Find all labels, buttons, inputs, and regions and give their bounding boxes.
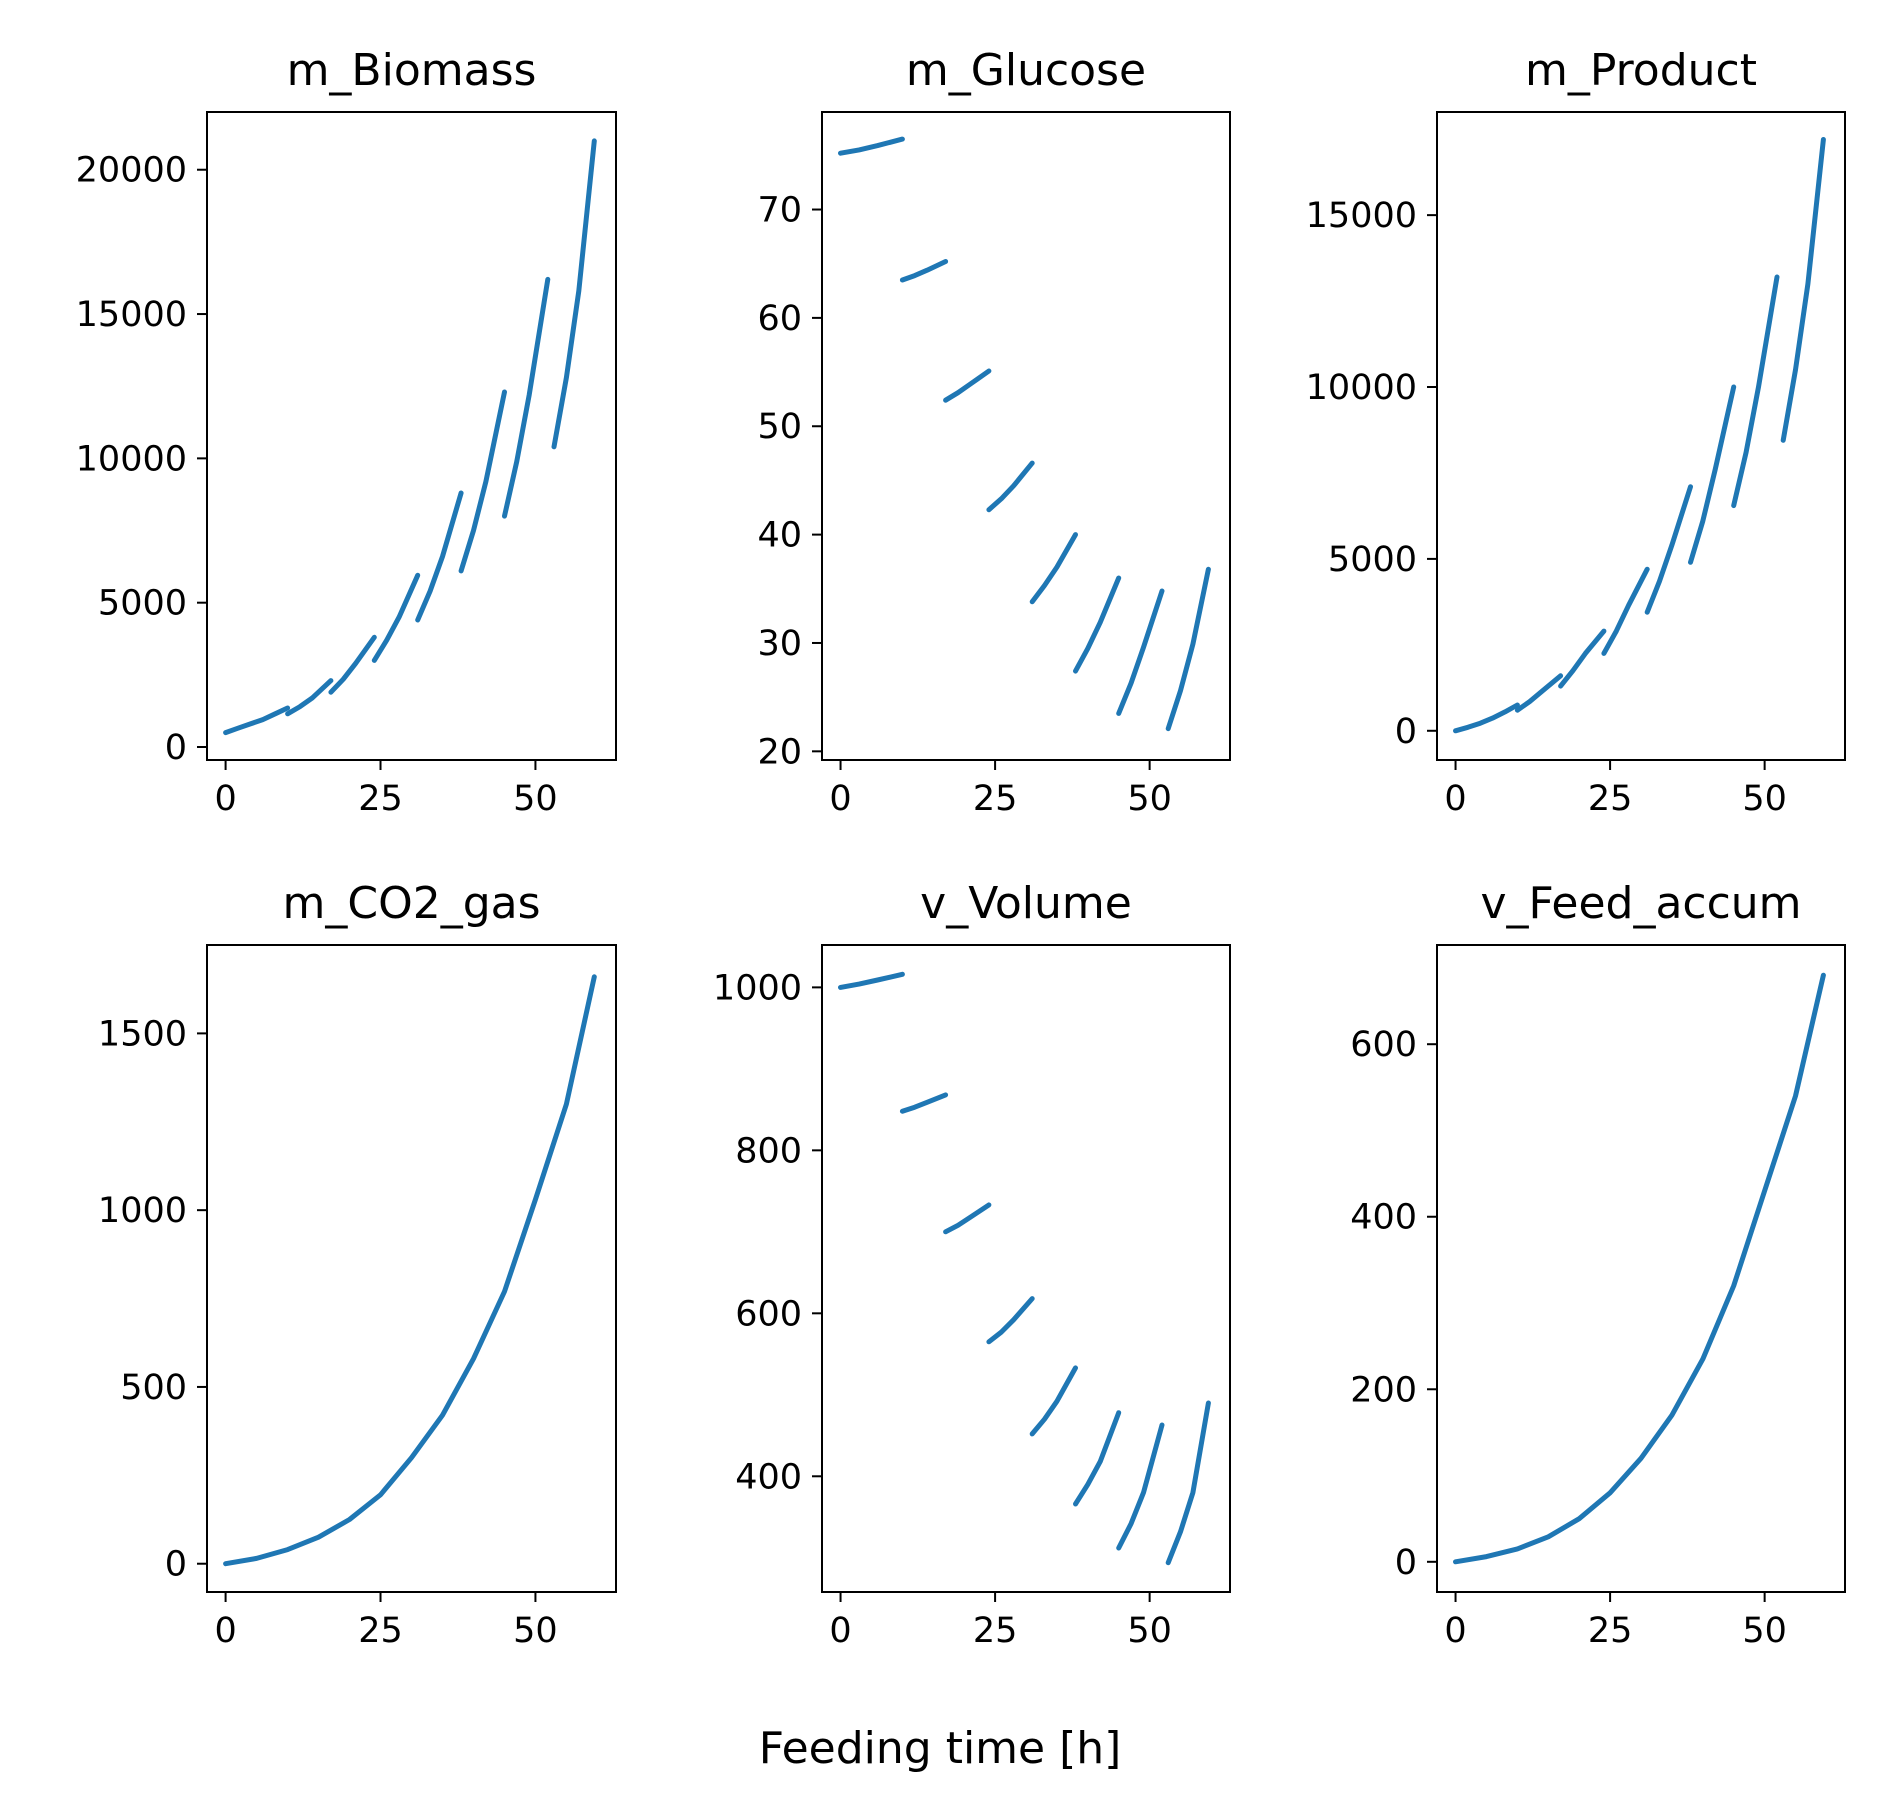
x-tick-label: 25: [1588, 1611, 1633, 1651]
series-line-segment-2: [899, 259, 949, 283]
figure-xlabel: Feeding time [h]: [759, 1723, 1122, 1774]
series-line-segment-7: [1116, 1422, 1165, 1551]
y-tick-label: 30: [757, 624, 802, 664]
series-line-segment-4: [1601, 566, 1650, 656]
subplot-v-feed-accum: v_Feed_accum 0 25 50 0 200 400 600: [1350, 878, 1846, 1651]
y-tick-label: 800: [735, 1131, 802, 1171]
y-tick-label: 0: [165, 728, 187, 768]
y-tick-label: 200: [1350, 1370, 1417, 1410]
axes-frame: [821, 111, 1231, 761]
series-line-segment-8: [551, 138, 597, 450]
series-line-segment-3: [943, 368, 992, 403]
y-tick-label: 400: [735, 1457, 802, 1497]
x-tick-label: 0: [829, 779, 851, 819]
y-tick-label: 600: [1350, 1025, 1417, 1065]
y-tick-label: 600: [735, 1294, 802, 1334]
subplot-title: m_Glucose: [906, 45, 1146, 96]
x-tick-label: 50: [513, 1611, 558, 1651]
x-tick-label: 25: [358, 1611, 403, 1651]
y-tick-label: 500: [120, 1368, 187, 1408]
series-line-segment-1: [1453, 972, 1826, 1565]
x-tick-label: 50: [1742, 1611, 1787, 1651]
series-line-segment-1: [838, 971, 905, 990]
subplot-title: v_Feed_accum: [1480, 878, 1801, 929]
series-line-segment-6: [1073, 1410, 1122, 1507]
series-line-segment-8: [1165, 1400, 1211, 1566]
x-tick-label: 0: [1444, 1611, 1466, 1651]
y-tick-label: 0: [1395, 1543, 1417, 1583]
y-tick-label: 50: [757, 407, 802, 447]
series-line-segment-7: [1116, 588, 1165, 716]
y-tick-label: 40: [757, 516, 802, 556]
axes-frame: [821, 944, 1231, 1593]
y-tick-label: 70: [757, 191, 802, 231]
y-tick-label: 1500: [98, 1014, 187, 1054]
series-line-segment-2: [1514, 673, 1564, 713]
x-tick-label: 0: [214, 1611, 236, 1651]
subplot-m-product: m_Product 0 25 50 0 5000 10000 15000: [1306, 45, 1846, 819]
series-line-segment-5: [1029, 532, 1078, 605]
y-tick-label: 15000: [76, 295, 187, 335]
subplot-m-glucose: m_Glucose 0 25 50 20 30 40 50 60 70: [757, 45, 1231, 819]
series-line-segment-2: [285, 678, 334, 717]
subplot-title: m_Product: [1525, 45, 1757, 96]
x-tick-label: 25: [358, 779, 403, 819]
series-line-segment-1: [838, 136, 905, 156]
y-tick-label: 1000: [713, 968, 802, 1008]
y-tick-label: 0: [1395, 712, 1417, 752]
y-tick-label: 60: [757, 299, 802, 339]
x-tick-label: 25: [1588, 779, 1633, 819]
series-line-segment-8: [1780, 137, 1826, 443]
y-tick-label: 10000: [1306, 368, 1417, 408]
y-tick-label: 20: [757, 732, 802, 772]
series-line-segment-3: [943, 1202, 992, 1235]
series-line-segment-3: [328, 634, 377, 695]
series-line-segment-4: [986, 460, 1035, 513]
series-line-segment-1: [223, 974, 597, 1567]
y-tick-label: 15000: [1306, 196, 1417, 236]
series-line-segment-5: [1029, 1365, 1078, 1437]
series-line-segment-6: [1688, 384, 1737, 565]
series-line-segment-4: [986, 1296, 1035, 1345]
series-line-segment-6: [1073, 575, 1122, 674]
y-tick-label: 400: [1350, 1198, 1417, 1238]
subplot-title: m_CO2_gas: [282, 878, 540, 929]
x-tick-label: 0: [1444, 779, 1466, 819]
x-tick-label: 50: [1127, 1611, 1172, 1651]
series-line-segment-1: [1453, 702, 1520, 734]
x-tick-label: 50: [1742, 779, 1787, 819]
x-tick-label: 25: [973, 779, 1018, 819]
x-tick-label: 50: [1127, 779, 1172, 819]
subplot-title: m_Biomass: [287, 45, 537, 96]
subplot-title: v_Volume: [920, 878, 1132, 929]
x-tick-label: 0: [214, 779, 236, 819]
y-tick-label: 20000: [76, 151, 187, 191]
axes-frame: [1436, 111, 1846, 761]
y-tick-label: 5000: [1328, 540, 1417, 580]
series-line-segment-1: [223, 705, 291, 736]
series-line-segment-4: [371, 572, 421, 663]
subplot-m-biomass: m_Biomass 0 25 50 0 5000 10000 15000 20000: [76, 45, 617, 819]
y-tick-label: 5000: [98, 584, 187, 624]
series-line-segment-3: [1558, 628, 1607, 689]
series-line-segment-5: [1644, 484, 1693, 615]
y-tick-label: 10000: [76, 439, 187, 479]
y-tick-label: 1000: [98, 1191, 187, 1231]
y-tick-label: 0: [165, 1545, 187, 1585]
x-tick-label: 0: [829, 1611, 851, 1651]
axes-frame: [206, 944, 617, 1593]
series-line-segment-8: [1165, 566, 1211, 732]
x-tick-label: 50: [513, 779, 558, 819]
axes-frame: [206, 111, 617, 761]
series-line-segment-7: [502, 276, 551, 519]
series-line-segment-2: [899, 1092, 949, 1114]
axes-frame: [1436, 944, 1846, 1593]
series-line-segment-6: [458, 389, 507, 574]
x-tick-label: 25: [973, 1611, 1018, 1651]
subplot-v-volume: v_Volume 0 25 50 400 600 800 1000: [713, 878, 1231, 1651]
series-line-segment-7: [1731, 274, 1780, 509]
series-line-segment-5: [415, 490, 464, 623]
